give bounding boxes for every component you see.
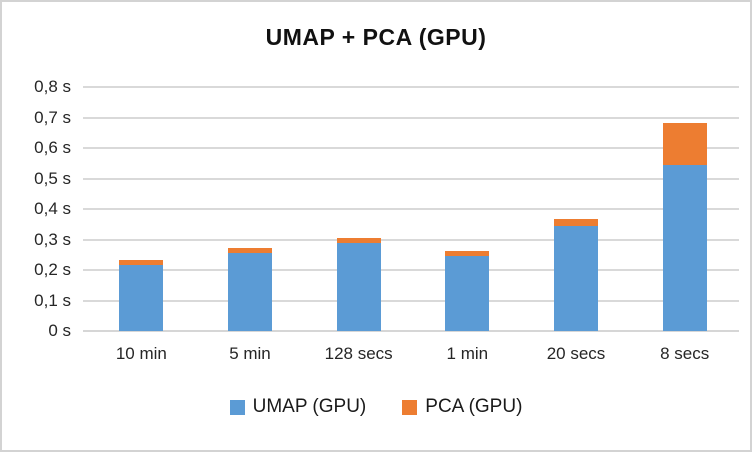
x-tick-label: 8 secs	[660, 344, 710, 363]
legend-swatch-pca-icon	[402, 399, 418, 415]
gridline	[83, 147, 739, 149]
gridline	[83, 208, 739, 210]
bar-segment-pca-gpu	[554, 219, 598, 227]
y-tick-label: 0,2 s	[34, 260, 71, 279]
bar-segment-umap-gpu	[554, 226, 598, 331]
gridline	[83, 177, 739, 180]
bar-segment-pca-gpu	[119, 260, 164, 266]
bar-segment-umap-gpu	[228, 253, 272, 331]
bar-group	[119, 260, 164, 331]
bar-group	[554, 219, 598, 331]
bar-segment-pca-gpu	[228, 247, 272, 254]
chart-title: UMAP + PCA (GPU)	[265, 24, 487, 50]
y-tick-label: 0,3 s	[34, 229, 71, 249]
y-tick-label: 0,5 s	[34, 168, 71, 188]
y-tick-label: 0,4 s	[34, 199, 71, 218]
plot-area	[83, 86, 739, 332]
legend: UMAP (GPU) PCA (GPU)	[2, 396, 750, 418]
legend-label-pca: PCA (GPU)	[425, 396, 523, 417]
bar-segment-pca-gpu	[662, 122, 707, 166]
x-axis-labels: 10 min 5 min 128 secs 1 min 20 secs 8 secs	[87, 344, 739, 368]
x-tick-label: 10 min	[115, 344, 167, 363]
bar-segment-umap-gpu	[119, 265, 164, 331]
x-tick-label: 1 min	[446, 344, 489, 363]
bar-segment-umap-gpu	[336, 243, 381, 331]
legend-item-umap-gpu: UMAP (GPU)	[229, 396, 367, 418]
x-tick-label: 128 secs	[324, 344, 393, 363]
x-axis-line	[83, 330, 739, 332]
bar-group	[445, 251, 490, 331]
y-tick-label: 0,8 s	[34, 77, 71, 96]
bar-group	[336, 238, 381, 331]
gridline	[83, 299, 739, 302]
y-axis-labels: 0 s 0,1 s 0,2 s 0,3 s 0,4 s 0,5 s 0,6 s 0,7 s 0,…	[2, 78, 79, 340]
legend-label-umap: UMAP (GPU)	[252, 396, 367, 417]
bar-segment-umap-gpu	[662, 165, 707, 331]
y-tick-label: 0,6 s	[34, 138, 71, 157]
legend-swatch-umap-icon	[229, 399, 245, 415]
bar-segment-umap-gpu	[445, 256, 490, 331]
gridline	[83, 269, 739, 271]
y-tick-label: 0 s	[48, 321, 71, 340]
legend-item-pca-gpu: PCA (GPU)	[402, 396, 522, 418]
bar-segment-pca-gpu	[336, 238, 381, 244]
gridline	[83, 116, 739, 119]
bar-group	[662, 122, 707, 331]
gridline	[83, 86, 739, 88]
gridline	[83, 238, 739, 241]
bar-group	[228, 247, 272, 331]
y-tick-label: 0,7 s	[34, 107, 71, 127]
x-tick-label: 20 secs	[546, 344, 606, 363]
y-tick-label: 0,1 s	[34, 290, 71, 310]
bar-segment-pca-gpu	[445, 251, 490, 257]
x-tick-label: 5 min	[229, 344, 271, 363]
